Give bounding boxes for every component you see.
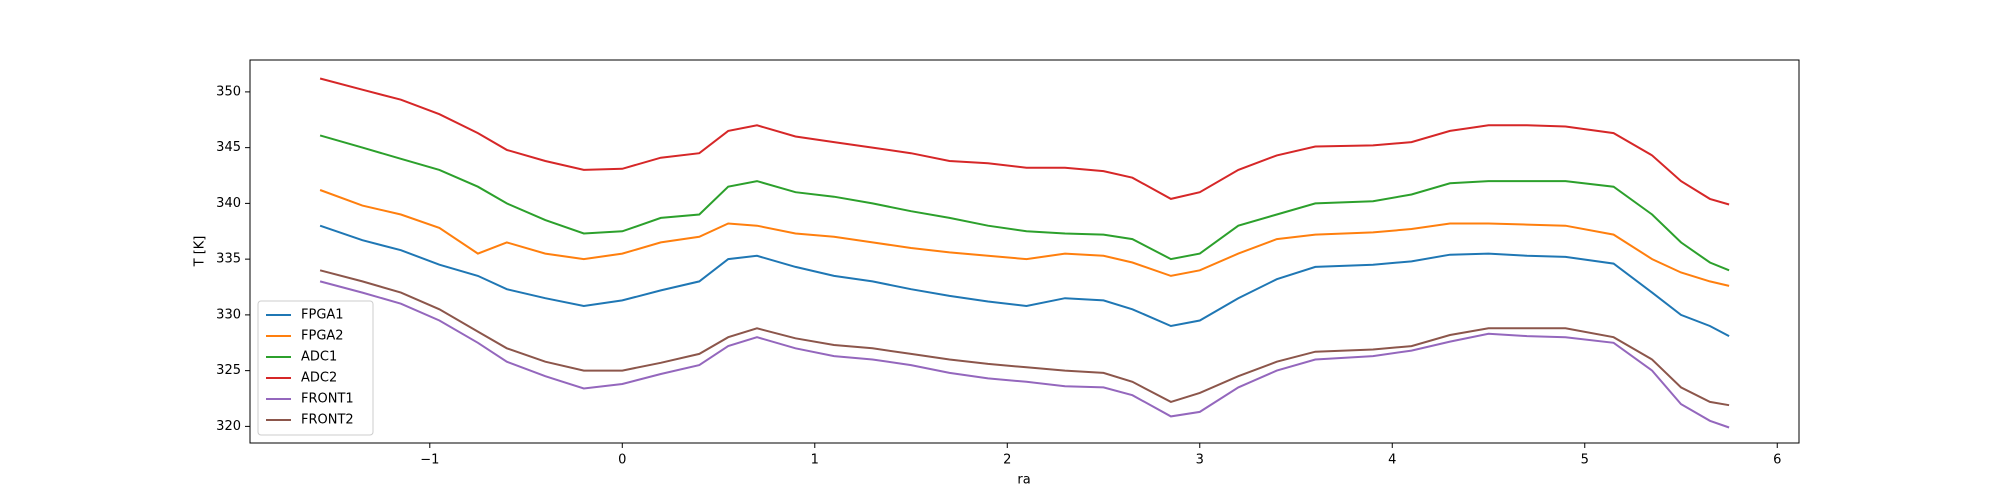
x-tick-label: 5	[1581, 453, 1589, 468]
series-line	[319, 224, 1730, 337]
legend-label: FPGA2	[301, 329, 344, 344]
x-tick-label: 2	[1003, 453, 1011, 468]
y-tick-label: 340	[216, 196, 241, 211]
plot-frame	[249, 59, 1800, 444]
y-tick-label: 345	[216, 140, 241, 155]
y-tick-label: 335	[216, 252, 241, 267]
x-tick-label: 4	[1388, 453, 1396, 468]
y-tick-label: 320	[216, 419, 241, 434]
x-tick-label: −1	[420, 453, 439, 468]
legend-label: ADC2	[301, 371, 337, 386]
series-line	[319, 134, 1730, 272]
x-axis-label: ra	[1017, 473, 1030, 488]
x-tick-label: 0	[618, 453, 626, 468]
y-axis-label: T [K]	[193, 236, 208, 268]
y-tick-label: 325	[216, 363, 241, 378]
series-line	[319, 77, 1730, 206]
x-tick-label: 3	[1196, 453, 1204, 468]
series-line	[319, 280, 1730, 429]
series-line	[319, 269, 1730, 407]
legend-box	[257, 300, 374, 436]
x-tick-label: 6	[1773, 453, 1781, 468]
y-tick-label: 350	[216, 84, 241, 99]
x-tick-label: 1	[811, 453, 819, 468]
legend-label: FPGA1	[301, 308, 344, 323]
legend-label: FRONT1	[301, 392, 354, 407]
y-tick-label: 330	[216, 307, 241, 322]
series-line	[319, 189, 1730, 287]
legend-label: ADC1	[301, 350, 337, 365]
legend-label: FRONT2	[301, 413, 354, 428]
